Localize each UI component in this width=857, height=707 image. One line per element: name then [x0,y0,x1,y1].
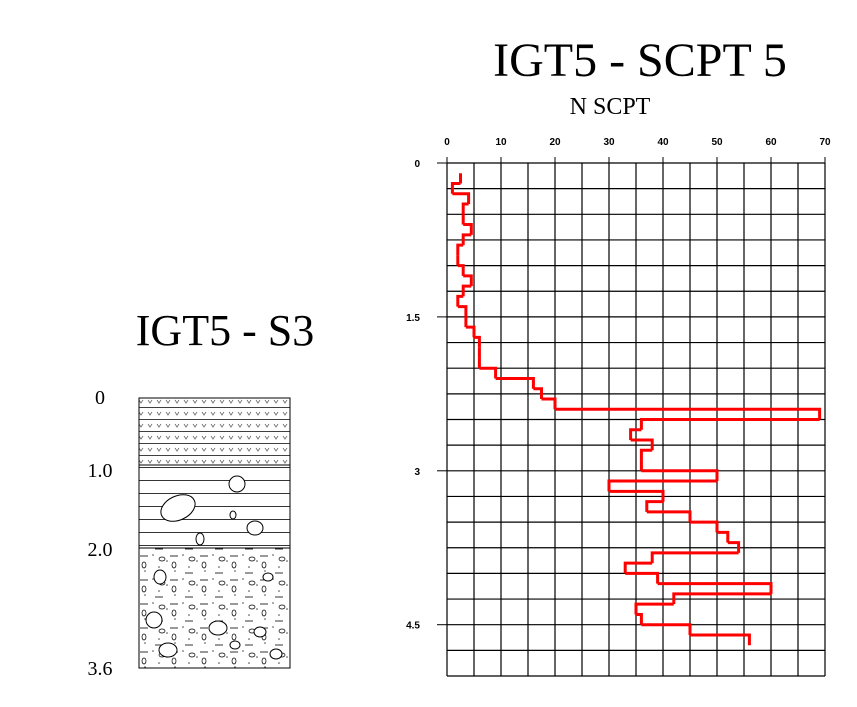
x-tick-label: 50 [711,137,723,148]
layer-cobbles [139,465,290,548]
step-segment [629,428,642,441]
step-segment [623,561,653,574]
step-segment [474,335,481,348]
step-segment [541,397,557,410]
step-segment [609,489,665,502]
step-segment [450,182,461,194]
step-segment [646,510,692,523]
x-tick-label: 40 [657,137,669,148]
step-segment [717,530,730,543]
step-segment [456,294,464,307]
step-segment [533,387,543,399]
step-segment [495,376,535,389]
step-segment [555,407,822,420]
x-tick-label: 0 [444,137,450,148]
step-segment [461,284,472,297]
step-segment [672,592,771,605]
chart-title: IGT5 - SCPT 5 [493,34,787,87]
step-segment [630,438,654,451]
step-segment [641,623,692,635]
step-segment [452,192,471,205]
y-tick-label: 3 [414,467,420,478]
y-tick-label: 4.5 [406,621,420,632]
x-axis-title: N SCPT [570,94,651,120]
step-segment [634,602,674,615]
x-tick-label: 70 [819,137,831,148]
step-segment [636,612,643,625]
step-segment [650,551,739,564]
step-segment [479,366,498,379]
step-segment [461,233,472,246]
step-segment [727,541,741,553]
step-segment [461,202,469,215]
step-segment [690,520,719,533]
step-segment [645,500,663,512]
step-segment [457,305,468,317]
step-segment [457,264,465,276]
step-segment [625,571,660,584]
step-segment [463,223,473,235]
x-tick-label: 20 [549,137,561,148]
x-tick-label: 10 [495,137,507,148]
y-tick-label: 1.5 [406,313,420,324]
log-depth-label: 0 [95,387,105,409]
step-segment [456,243,464,256]
x-tick-label: 30 [603,137,615,148]
step-segment [657,582,773,594]
log-depth-label: 3.6 [88,658,113,680]
plot: 0 10 20 30 40 50 60 70 0 1.5 3 4.5 [406,137,831,677]
borehole-log: 0 1.0 2.0 3.6 [88,387,291,680]
x-tick-label: 60 [765,137,777,148]
step-segment [463,274,473,287]
step-segment [607,479,717,492]
cobbles [145,475,283,660]
step-segment [639,418,820,430]
log-frame [138,397,291,669]
step-segment [690,633,751,646]
log-depth-label: 2.0 [88,539,113,561]
layer-sand [139,398,290,465]
log-depth-label: 1.0 [88,460,113,482]
step-segment [465,325,476,338]
step-segment [639,448,653,461]
log-title: IGT5 - S3 [136,306,314,355]
step-segment [641,469,719,482]
y-tick-label: 0 [414,159,420,170]
